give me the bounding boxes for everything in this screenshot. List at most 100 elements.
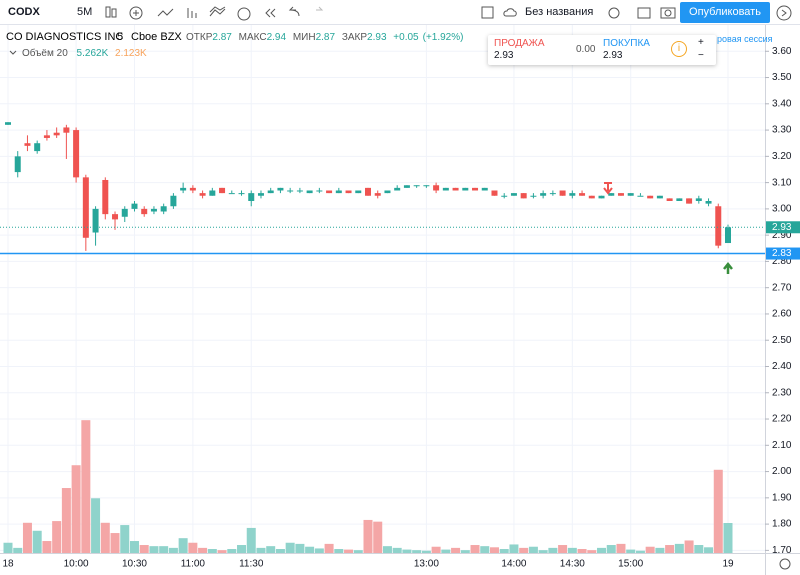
candle-body: [520, 193, 527, 199]
candle-body: [637, 195, 644, 197]
symbol-name: CO DIAGNOSTICS INC: [6, 31, 123, 43]
volume-bar: [460, 550, 470, 553]
volume-bar: [353, 550, 363, 553]
candle-body: [472, 187, 479, 191]
candle-body: [53, 132, 60, 136]
buy-price[interactable]: 2.93: [603, 50, 623, 61]
candle-body: [365, 187, 371, 196]
x-tick-label: 11:30: [239, 559, 264, 570]
y-tick-label: 2.50: [772, 335, 792, 346]
volume-bar: [139, 545, 149, 553]
interval[interactable]: 5M: [77, 6, 93, 18]
candle-body: [267, 190, 274, 194]
candle-body: [131, 203, 138, 209]
plot-area: [0, 25, 765, 553]
y-tick-label: 2.70: [772, 282, 792, 293]
volume-title: Объём 20: [22, 47, 68, 59]
volume-bar: [120, 525, 130, 553]
y-tick-label: 3.50: [772, 72, 792, 83]
candle-body: [228, 193, 235, 195]
sell-label[interactable]: ПРОДАЖА: [494, 38, 545, 49]
volume-bar: [382, 546, 392, 553]
info-icon[interactable]: i: [671, 41, 687, 57]
candle-body: [160, 206, 167, 212]
price-badge-label: 2.83: [772, 248, 792, 259]
volume-value: 5.262K: [77, 48, 109, 59]
candle-body: [14, 156, 21, 173]
candle-body: [442, 187, 449, 191]
x-tick-label: 13:00: [414, 559, 439, 570]
volume-bar: [587, 550, 597, 553]
volume-bar: [392, 547, 402, 553]
candle-body: [316, 190, 323, 192]
low-value: 2.87: [316, 32, 336, 43]
y-tick-label: 2.30: [772, 387, 792, 398]
volume-bar: [227, 549, 237, 553]
volume-bar: [237, 545, 247, 553]
candle-body: [656, 195, 663, 199]
candle-body: [355, 190, 362, 194]
candle-body: [150, 208, 157, 212]
minus[interactable]: −: [698, 50, 704, 61]
volume-bar: [71, 465, 81, 553]
publish-button[interactable]: Опубликовать: [680, 2, 770, 23]
candle-body: [189, 187, 196, 191]
volume-bar: [168, 547, 178, 553]
buy-label[interactable]: ПОКУПКА: [603, 38, 650, 49]
price-badge-label: 2.93: [772, 222, 792, 233]
candle-body: [34, 143, 41, 152]
plus[interactable]: +: [698, 37, 704, 48]
collapse-icon[interactable]: [9, 50, 17, 55]
volume-bar: [616, 543, 626, 553]
candle-body: [5, 122, 11, 125]
volume-bar: [713, 469, 723, 553]
close-label: ЗАКР: [342, 32, 368, 43]
volume-bar: [451, 547, 461, 553]
candle-body: [209, 190, 216, 196]
candle-body: [257, 193, 264, 196]
volume-bar: [246, 527, 256, 553]
volume-bar: [110, 533, 120, 553]
volume-bar: [217, 550, 227, 553]
candle-body: [579, 193, 586, 196]
volume-bar: [519, 547, 529, 553]
candle-body: [686, 198, 693, 204]
volume-bar: [256, 547, 266, 553]
volume-bar: [558, 545, 568, 553]
volume-bar: [305, 546, 315, 553]
trade-widget: ПРОДАЖА 2.93 0.00 ПОКУПКА 2.93 i + −: [488, 35, 716, 65]
settings-icon[interactable]: [779, 558, 791, 570]
candle-body: [238, 193, 245, 195]
volume-bar: [606, 545, 616, 553]
volume-bar: [129, 541, 139, 553]
symbol[interactable]: CODX: [8, 6, 40, 18]
y-tick-label: 3.40: [772, 98, 792, 109]
volume-legend: Объём 20 5.262K 2.123K: [22, 47, 147, 59]
candle-body: [112, 214, 119, 220]
volume-bar: [188, 542, 198, 553]
candle-body: [491, 190, 498, 196]
candle-body: [413, 185, 420, 187]
volume-bar: [13, 547, 23, 553]
change: +0.05: [393, 32, 419, 43]
x-tick-label: 10:00: [64, 559, 89, 570]
volume-bar: [402, 549, 412, 553]
volume-ma: 2.123K: [115, 48, 147, 59]
candle-body: [433, 185, 440, 191]
candle-body: [715, 206, 722, 246]
candle-body: [569, 193, 576, 196]
candle-body: [180, 187, 187, 191]
candle-body: [725, 227, 731, 244]
layout-name[interactable]: Без названия: [525, 6, 594, 18]
sell-price[interactable]: 2.93: [494, 50, 514, 61]
x-tick-label: 15:00: [618, 559, 643, 570]
candle-body: [102, 179, 109, 215]
volume-bar: [314, 548, 324, 553]
change-pct: (+1.92%): [423, 32, 464, 43]
x-tick-label: 14:30: [560, 559, 585, 570]
volume-bar: [538, 550, 548, 553]
y-tick-label: 3.20: [772, 151, 792, 162]
volume-bar: [655, 547, 665, 553]
candle-body: [549, 193, 556, 195]
